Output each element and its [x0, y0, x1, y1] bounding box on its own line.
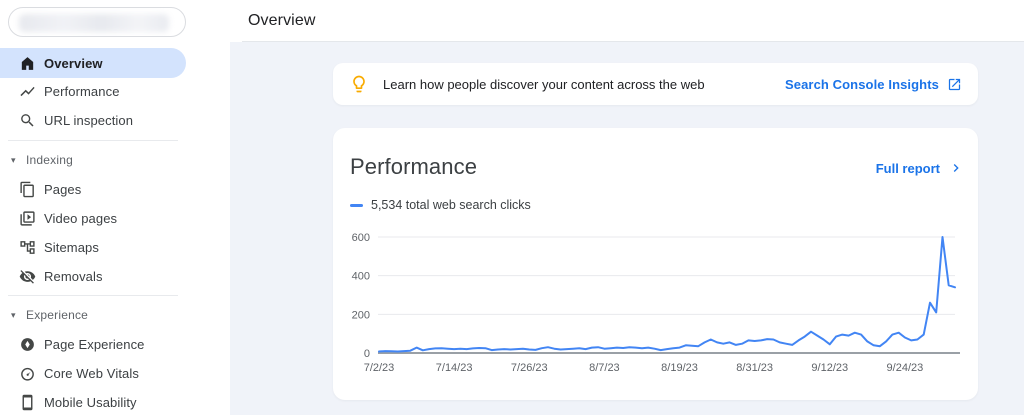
sidebar-item-url-inspection[interactable]: URL inspection	[0, 106, 186, 135]
svg-text:8/7/23: 8/7/23	[589, 362, 620, 374]
sidebar-item-performance[interactable]: Performance	[0, 77, 186, 106]
svg-text:7/26/23: 7/26/23	[511, 362, 548, 374]
header-divider	[242, 41, 1024, 42]
core-web-vitals-icon	[19, 365, 36, 382]
property-name-redacted	[19, 14, 169, 32]
removals-icon	[19, 268, 36, 285]
home-icon	[19, 55, 36, 72]
page-title: Overview	[248, 12, 316, 29]
sidebar-item-overview[interactable]: Overview	[0, 48, 186, 78]
sidebar-item-page-experience[interactable]: Page Experience	[0, 330, 186, 359]
search-icon	[19, 112, 36, 129]
sidebar-item-label: Pages	[44, 182, 82, 197]
svg-text:0: 0	[364, 348, 370, 360]
svg-text:400: 400	[352, 271, 370, 283]
link-label: Search Console Insights	[784, 76, 939, 92]
sidebar-item-label: Removals	[44, 269, 103, 284]
sidebar-item-label: Core Web Vitals	[44, 366, 139, 381]
performance-card: Performance Full report 5,534 total web …	[333, 128, 978, 400]
property-selector[interactable]	[8, 7, 186, 37]
sidebar-divider	[8, 140, 178, 141]
performance-icon	[19, 83, 36, 100]
chevron-down-icon: ▾	[11, 309, 16, 320]
sidebar-item-label: Overview	[44, 55, 103, 71]
sidebar-item-label: Video pages	[44, 211, 118, 226]
chevron-right-icon	[948, 160, 964, 176]
sitemaps-icon	[19, 239, 36, 256]
sidebar-item-label: Sitemaps	[44, 240, 99, 255]
sidebar-section-label: Indexing	[26, 153, 73, 167]
insights-banner: Learn how people discover your content a…	[333, 63, 978, 105]
mobile-usability-icon	[19, 394, 36, 411]
sidebar-divider	[8, 295, 178, 296]
svg-text:7/14/23: 7/14/23	[436, 362, 473, 374]
lightbulb-icon	[349, 74, 369, 94]
clicks-line-chart-svg: 0 200 400 600 7/2/23 7/14/23 7/26/23 8/7/23 8/19…	[352, 232, 960, 374]
open-in-new-icon	[947, 77, 962, 92]
sidebar-item-label: Performance	[44, 84, 120, 99]
legend-dash-icon	[350, 203, 363, 207]
sidebar-item-core-web-vitals[interactable]: Core Web Vitals	[0, 359, 186, 388]
svg-text:9/12/23: 9/12/23	[811, 362, 848, 374]
page-experience-icon	[19, 336, 36, 353]
main-content: Learn how people discover your content a…	[230, 42, 1024, 415]
full-report-link[interactable]: Full report	[876, 160, 964, 176]
link-label: Full report	[875, 160, 940, 176]
svg-text:200: 200	[352, 309, 370, 321]
sidebar-item-label: Page Experience	[44, 337, 145, 352]
svg-text:8/19/23: 8/19/23	[661, 362, 698, 374]
svg-text:600: 600	[352, 232, 370, 244]
sidebar-item-label: Mobile Usability	[44, 395, 137, 410]
insights-banner-text: Learn how people discover your content a…	[383, 76, 705, 92]
svg-text:9/24/23: 9/24/23	[887, 362, 924, 374]
sidebar-section-label: Experience	[26, 308, 89, 322]
svg-text:8/31/23: 8/31/23	[736, 362, 773, 374]
sidebar-item-video-pages[interactable]: Video pages	[0, 204, 186, 233]
clicks-chart: 0 200 400 600 7/2/23 7/14/23 7/26/23 8/7/23 8/19…	[333, 228, 978, 380]
sidebar-item-label: URL inspection	[44, 113, 134, 128]
chevron-down-icon: ▾	[11, 154, 16, 165]
search-console-insights-link[interactable]: Search Console Insights	[785, 77, 962, 92]
pages-icon	[19, 181, 36, 198]
legend-label: 5,534 total web search clicks	[371, 198, 531, 212]
clicks-legend-chip[interactable]: 5,534 total web search clicks	[350, 198, 531, 212]
svg-text:7/2/23: 7/2/23	[364, 362, 395, 374]
performance-card-title: Performance	[350, 154, 478, 179]
sidebar-section-indexing[interactable]: ▾ Indexing	[0, 150, 186, 170]
sidebar-section-experience[interactable]: ▾ Experience	[0, 305, 186, 325]
sidebar-item-mobile-usability[interactable]: Mobile Usability	[0, 388, 186, 415]
sidebar-item-sitemaps[interactable]: Sitemaps	[0, 233, 186, 262]
video-pages-icon	[19, 210, 36, 227]
sidebar-item-removals[interactable]: Removals	[0, 262, 186, 291]
sidebar: Overview Performance URL inspection ▾ In…	[0, 42, 230, 415]
sidebar-item-pages[interactable]: Pages	[0, 175, 186, 204]
